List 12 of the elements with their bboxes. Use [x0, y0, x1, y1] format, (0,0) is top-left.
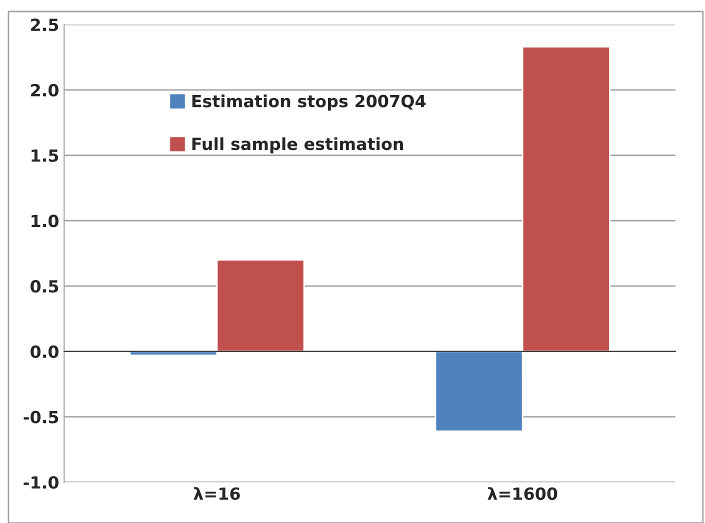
y-tick-label: 1.0: [32, 214, 58, 228]
y-tick-label: 1.5: [32, 150, 58, 162]
y-tick-label: -0.5: [24, 410, 58, 424]
y-tick-label: 0.0: [30, 345, 58, 358]
y-tick-label: 2.0: [31, 84, 58, 97]
legend-label: Estimation stops 2007Q4: [192, 94, 426, 111]
y-tick-label: 0.5: [30, 280, 58, 293]
x-tick-label: λ=16: [194, 487, 240, 500]
y-tick-label: -1.0: [24, 476, 58, 489]
y-tick-label: 2.5: [31, 18, 58, 32]
x-tick-label: λ=1600: [488, 487, 558, 500]
legend-label: Full sample estimation: [192, 137, 403, 154]
